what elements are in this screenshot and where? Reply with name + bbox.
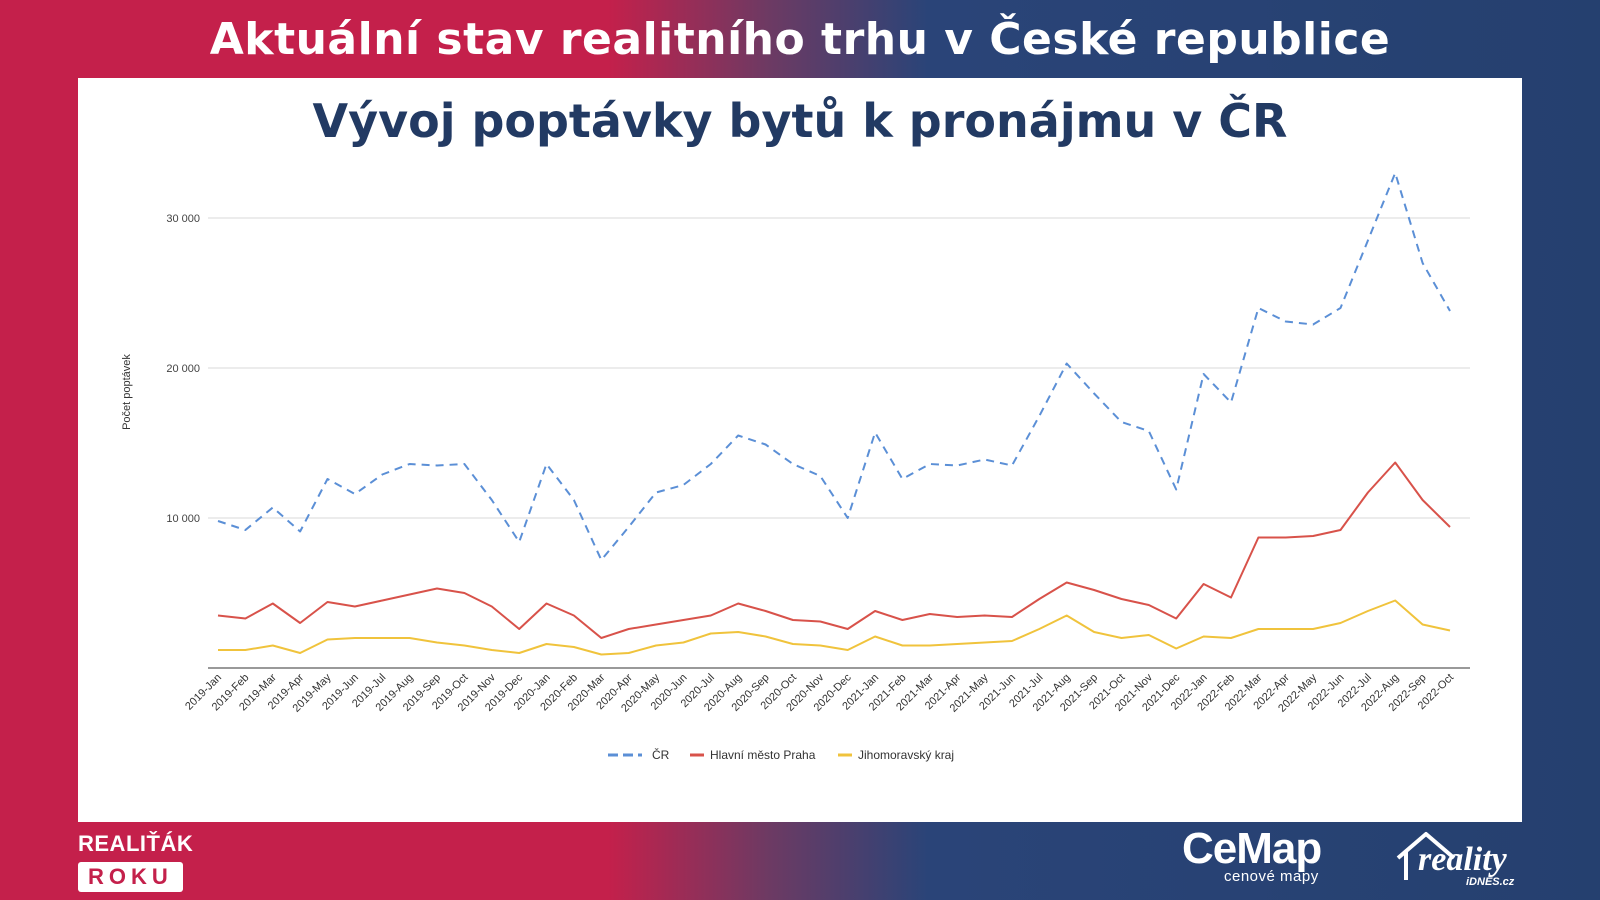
series-line <box>218 599 1451 656</box>
y-tick-label: 30 000 <box>166 213 200 225</box>
realitak-logo-line2: ROKU <box>78 862 183 892</box>
realitak-roku-logo: REALIŤÁK ROKU <box>78 832 193 892</box>
legend-label: ČR <box>652 747 670 762</box>
series-line <box>217 172 1451 561</box>
house-roof-icon <box>1396 832 1456 880</box>
series-line <box>217 461 1451 639</box>
header-title: Aktuální stav realitního trhu v České re… <box>209 14 1391 65</box>
reality-idnes-logo: reality iDNES.cz <box>1396 830 1526 892</box>
legend-label: Jihomoravský kraj <box>858 748 954 762</box>
chart-title: Vývoj poptávky bytů k pronájmu v ČR <box>312 94 1288 148</box>
y-tick-label: 20 000 <box>166 363 200 375</box>
realitak-logo-line1: REALIŤÁK <box>78 831 194 856</box>
reality-logo-text: reality <box>1418 841 1507 878</box>
cemap-logo: CeMap cenové mapy <box>1182 824 1322 886</box>
y-axis-label: Počet poptávek <box>121 354 133 430</box>
y-tick-label: 10 000 <box>166 513 200 525</box>
legend-label: Hlavní město Praha <box>710 748 816 762</box>
reality-logo-subtitle: iDNES.cz <box>1466 876 1515 888</box>
cemap-logo-subtitle: cenové mapy <box>1224 868 1319 885</box>
chart-panel: Vývoj poptávky bytů k pronájmu v ČR 10 0… <box>78 78 1522 822</box>
cemap-logo-text: CeMap <box>1182 824 1322 873</box>
